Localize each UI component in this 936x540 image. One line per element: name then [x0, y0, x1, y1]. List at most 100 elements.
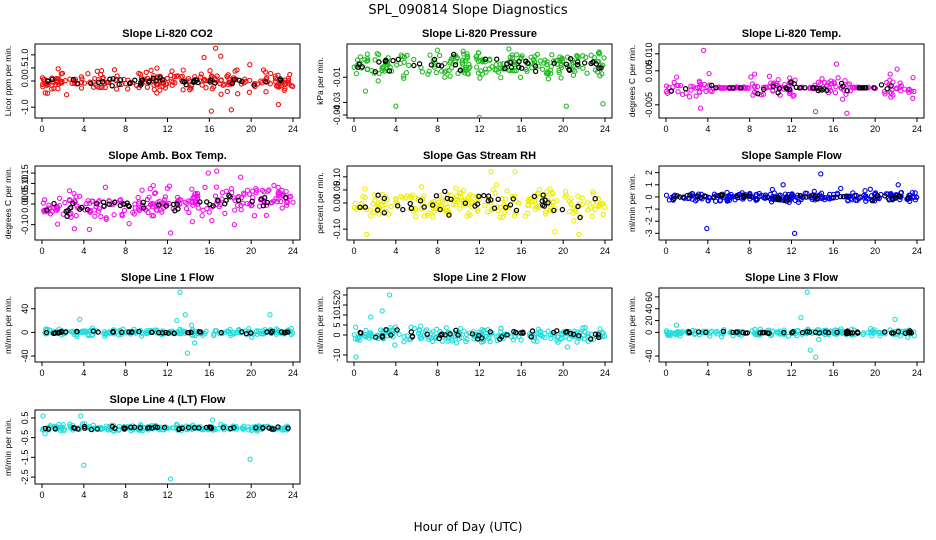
outlier-point: [576, 231, 582, 238]
data-point: [279, 205, 285, 211]
sample-point: [576, 333, 582, 339]
sample-point: [734, 194, 741, 201]
data-point: [676, 329, 683, 336]
sample-point: [203, 424, 210, 431]
data-point: [426, 68, 432, 74]
sample-point: [510, 196, 516, 202]
x-tick-label: 8: [123, 246, 128, 256]
data-point: [436, 199, 442, 205]
data-point: [365, 57, 371, 64]
data-point: [272, 75, 279, 82]
data-point: [427, 52, 433, 58]
y-tick-label: 0.005: [644, 60, 654, 83]
sample-point: [853, 192, 859, 199]
data-point: [265, 188, 271, 194]
data-point: [832, 89, 839, 96]
y-tick-label: -40: [20, 350, 30, 363]
data-point: [792, 197, 798, 204]
sample-point: [101, 203, 107, 209]
sample-point: [882, 193, 888, 199]
sample-point: [139, 77, 145, 83]
data-point: [791, 92, 797, 98]
data-point: [718, 334, 725, 340]
data-point: [534, 338, 540, 345]
x-tick-label: 24: [600, 368, 610, 378]
sample-point: [264, 329, 270, 335]
sample-point: [680, 194, 686, 201]
x-tick-label: 24: [912, 246, 922, 256]
sample-point: [153, 78, 159, 84]
sample-point: [577, 214, 583, 221]
data-point: [364, 66, 370, 73]
data-points: [663, 171, 920, 237]
data-point: [412, 195, 418, 201]
sample-point: [482, 56, 489, 62]
data-point: [461, 328, 467, 334]
sample-point: [687, 192, 693, 198]
data-point: [246, 427, 252, 433]
y-tick-label: -40: [644, 350, 654, 363]
data-point: [493, 182, 500, 188]
data-point: [706, 70, 712, 77]
data-point: [66, 196, 73, 203]
sample-point: [764, 330, 771, 336]
data-points: [663, 289, 917, 360]
outlier-point: [184, 350, 191, 356]
sample-point: [149, 329, 155, 335]
sample-point: [799, 329, 806, 336]
data-point: [87, 200, 93, 206]
data-point: [576, 54, 582, 60]
y-axis-label: degrees C per min.: [627, 45, 637, 117]
y-tick-label: 20: [644, 316, 654, 326]
sample-point: [504, 332, 510, 338]
sample-point: [218, 329, 224, 336]
data-point: [164, 81, 170, 87]
data-point: [443, 201, 449, 207]
data-point: [562, 194, 568, 200]
data-point: [54, 221, 61, 227]
y-tick-label: -0.01: [332, 67, 342, 88]
sample-point: [494, 56, 500, 62]
data-point: [401, 75, 407, 81]
sample-point: [540, 202, 546, 208]
outlier-point: [77, 316, 83, 323]
data-point: [244, 187, 251, 194]
y-tick-label: 0.0: [20, 75, 30, 88]
data-point: [492, 190, 498, 196]
outlier-point: [512, 168, 518, 175]
data-point: [597, 202, 603, 209]
data-point: [256, 328, 262, 334]
data-point: [906, 89, 912, 95]
outlier-point: [209, 417, 216, 423]
outlier-point: [704, 225, 710, 232]
outlier-point: [818, 171, 824, 177]
x-tick-label: 8: [123, 368, 128, 378]
data-point: [258, 78, 264, 84]
data-point: [815, 79, 822, 85]
data-point: [601, 333, 608, 339]
sample-point: [395, 56, 401, 63]
data-point: [550, 58, 557, 64]
data-point: [450, 201, 456, 207]
data-point: [572, 208, 578, 214]
panel-title: Slope Li-820 Temp.: [742, 28, 841, 40]
data-point: [149, 213, 155, 219]
data-point: [150, 73, 157, 79]
data-point: [411, 56, 417, 63]
data-point: [238, 207, 244, 213]
sample-point: [383, 57, 389, 63]
outlier-point: [205, 170, 211, 176]
outlier-point: [362, 88, 369, 94]
data-point: [434, 47, 441, 53]
sample-point: [592, 195, 598, 202]
data-point: [794, 327, 801, 334]
sample-point: [251, 82, 257, 88]
sample-point: [179, 425, 185, 431]
data-point: [290, 83, 296, 90]
data-point: [465, 71, 471, 77]
data-point: [421, 332, 428, 338]
x-tick-label: 20: [870, 246, 880, 256]
sample-point: [239, 329, 245, 335]
data-point: [806, 194, 812, 200]
x-tick-label: 20: [246, 490, 256, 500]
